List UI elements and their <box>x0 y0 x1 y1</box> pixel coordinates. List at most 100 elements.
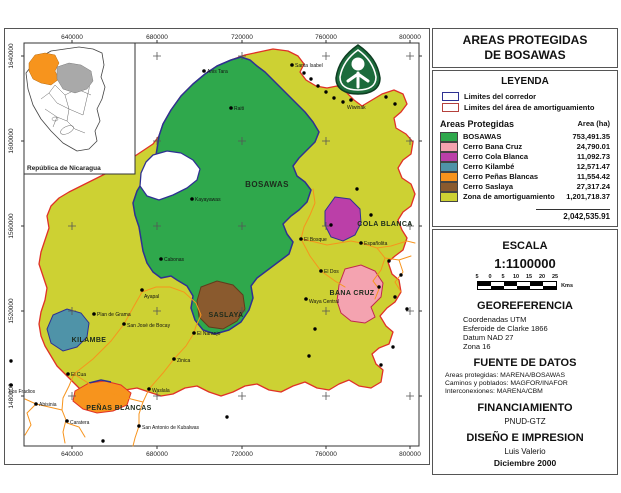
x-axis-label-bottom: 680000 <box>146 451 168 458</box>
areas-header-name: Areas Protegidas <box>440 119 515 129</box>
settlement-dot <box>329 223 333 227</box>
settlement-dot <box>384 95 388 99</box>
town-label: El Naranjo <box>197 331 221 337</box>
settlement-dot <box>316 84 320 88</box>
title-line-2: DE BOSAWAS <box>484 48 566 62</box>
town-label: Caratera <box>70 420 90 426</box>
legend-limit-corridor: Limites del corredor <box>442 92 612 101</box>
area-value: 11,554.42 <box>577 172 610 181</box>
legend-box: LEYENDA Limites del corredor Limites del… <box>432 70 618 227</box>
y-axis-label-left: 1480000 <box>8 383 15 409</box>
town-dot <box>299 237 303 241</box>
scale-ratio: 1:1100000 <box>494 256 556 271</box>
details-box: ESCALA 1:1100000 5 0 5 10 15 20 25 Kms GEOREFE… <box>432 229 618 476</box>
area-value: 1,201,718.37 <box>566 192 610 201</box>
areas-header-area: Area (ha) <box>577 119 610 128</box>
y-axis-label-left: 1560000 <box>8 213 15 239</box>
funding-body: PNUD-GTZ <box>504 417 546 427</box>
logo-tree <box>346 71 370 89</box>
y-axis-label-left: 1520000 <box>8 298 15 324</box>
settlement-dot <box>9 359 13 363</box>
corridor-limit-swatch <box>442 92 459 101</box>
georef-line: Zona 16 <box>463 342 491 351</box>
town-dot <box>192 331 196 335</box>
area-name: BOSAWAS <box>463 132 502 141</box>
x-axis-label-top: 800000 <box>399 34 421 41</box>
settlement-dot <box>313 327 317 331</box>
y-axis-label-right: 1600000 <box>427 128 429 154</box>
settlement-dot <box>377 285 381 289</box>
cola-blanca-polygon <box>324 196 362 242</box>
scale-bar-unit: Kms <box>561 283 573 289</box>
town-dot <box>159 257 163 261</box>
grid-cross <box>322 137 330 145</box>
town-label: Waya Central <box>309 299 339 305</box>
area-name: Cerro Cola Blanca <box>463 152 529 161</box>
town-dot <box>122 322 126 326</box>
town-dot <box>190 197 194 201</box>
scale-bar-tick-label: 0 <box>488 274 492 280</box>
x-axis-label-bottom: 800000 <box>399 451 421 458</box>
town-dot <box>34 402 38 406</box>
corridor-limit-label: Limites del corredor <box>464 92 537 101</box>
source-line: Areas protegidas: MARENA/BOSAWAS <box>445 372 565 379</box>
scale-bar-tick-label: 10 <box>512 274 520 280</box>
grid-cross <box>238 52 246 60</box>
scale-heading: ESCALA <box>502 240 548 252</box>
areas-total: 2,042,535.91 <box>536 209 610 221</box>
town-label: Santa Isabel <box>295 63 323 69</box>
areas-table-header: Areas Protegidas Area (ha) <box>440 119 610 129</box>
areas-table: BOSAWAS 753,491.35 Cerro Bana Cruz 24,790.0… <box>438 131 612 202</box>
source-line: Caminos y poblados: MAGFOR/INAFOR <box>445 380 568 388</box>
area-row: Cerro Bana Cruz 24,790.01 <box>440 141 610 152</box>
logo-sun <box>351 57 365 71</box>
area-value: 27,317.24 <box>576 182 610 191</box>
grid-cross <box>406 392 414 400</box>
buffer-limit-swatch <box>442 103 459 112</box>
map-canvas: 640000 640000 680000 680000 720000 720000 7600… <box>8 34 429 458</box>
grid-cross <box>406 137 414 145</box>
town-label: Abisinia <box>39 402 57 408</box>
georef-lines: Coordenadas UTM Esferoide de Clarke 1866 D… <box>463 315 613 351</box>
settlement-dot <box>355 187 359 191</box>
x-axis-label-top: 760000 <box>315 34 337 41</box>
penas-blancas-corridor-edge <box>88 379 112 384</box>
town-label: Zinica <box>177 358 191 364</box>
area-swatch <box>440 181 458 192</box>
grid-cross <box>406 307 414 315</box>
legend-limit-buffer: Limites del área de amortiguamiento <box>442 103 612 112</box>
penas-blancas-polygon <box>72 380 132 414</box>
area-row: Cerro Kilambé 12,571.47 <box>440 161 610 172</box>
settlement-dot <box>341 100 345 104</box>
settlement-dot <box>225 415 229 419</box>
town-label: Kayayawas <box>195 197 221 203</box>
grid-layer: 640000 640000 680000 680000 720000 720000 7600… <box>8 34 429 458</box>
grid-cross <box>406 222 414 230</box>
town-dot <box>172 357 176 361</box>
settlement-dot <box>391 345 395 349</box>
settlement-dot <box>302 71 306 75</box>
town-dot <box>137 424 141 428</box>
area-value: 24,790.01 <box>576 142 610 151</box>
region-labels-layer: BOSAWAS COLA BLANCA BANA CRUZ SASLAYA KILAMB… <box>72 180 413 412</box>
settlement-dot <box>369 213 373 217</box>
area-swatch <box>440 171 458 182</box>
town-label: Los Fradios <box>9 389 36 395</box>
town-dot <box>202 69 206 73</box>
grid-cross <box>238 392 246 400</box>
grid-cross <box>322 392 330 400</box>
grid-cross <box>322 222 330 230</box>
town-label: El Cua <box>71 372 86 378</box>
scale-bar-tick-label: 15 <box>525 274 533 280</box>
area-name: Cerro Kilambé <box>463 162 515 171</box>
saslaya-polygon <box>196 280 246 330</box>
region-label: COLA BLANCA <box>357 221 412 228</box>
town-dot <box>65 419 69 423</box>
y-axis-label-right: 1480000 <box>427 383 429 409</box>
area-row: BOSAWAS 753,491.35 <box>440 131 610 142</box>
georef-line: Datum NAD 27 <box>463 333 514 342</box>
grid-cross <box>68 392 76 400</box>
grid-cross <box>238 137 246 145</box>
settlement-dot <box>101 439 105 443</box>
